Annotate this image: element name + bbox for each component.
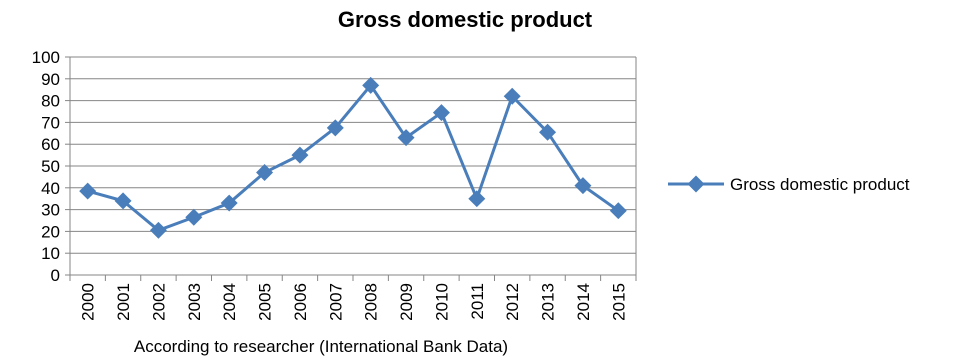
data-point — [574, 177, 592, 195]
x-tick-label: 2003 — [185, 283, 204, 321]
x-tick-label: 2000 — [79, 283, 98, 321]
gridlines — [70, 56, 636, 254]
series-group — [79, 76, 627, 239]
y-tick-label: 10 — [41, 244, 60, 263]
y-tick-label: 0 — [51, 266, 60, 285]
x-tick-label: 2015 — [609, 283, 628, 321]
x-axis-ticks: 2000 2001 2002 2003 2004 2005 2006 2007 2008 2009… — [69, 275, 637, 321]
series-line — [87, 83, 620, 232]
data-point — [185, 208, 203, 226]
x-tick-label: 2001 — [114, 283, 133, 321]
data-point — [468, 190, 486, 208]
y-tick-label: 80 — [41, 92, 60, 111]
x-tick-label: 2010 — [432, 283, 451, 321]
data-point — [503, 87, 521, 105]
x-tick-label: 2007 — [326, 283, 345, 321]
x-tick-label: 2013 — [539, 283, 558, 321]
data-point — [291, 146, 309, 164]
x-tick-label: 2005 — [256, 283, 275, 321]
data-point — [397, 129, 415, 147]
x-tick-label: 2012 — [503, 283, 522, 321]
data-point — [149, 221, 167, 239]
y-tick-label: 30 — [41, 201, 60, 220]
data-point — [114, 192, 132, 210]
y-tick-label: 20 — [41, 222, 60, 241]
legend: Gross domestic product — [668, 175, 910, 194]
legend-marker-icon — [687, 175, 705, 193]
x-tick-label: 2004 — [220, 283, 239, 321]
x-tick-label: 2011 — [468, 283, 487, 320]
y-tick-label: 40 — [41, 179, 60, 198]
chart-title: Gross domestic product — [338, 7, 593, 32]
data-point — [220, 194, 238, 212]
data-point — [256, 164, 274, 182]
x-tick-label: 2009 — [397, 283, 416, 321]
data-point — [362, 76, 380, 94]
data-point — [432, 104, 450, 122]
y-tick-label: 60 — [41, 135, 60, 154]
y-tick-label: 50 — [41, 157, 60, 176]
x-tick-label: 2014 — [574, 283, 593, 321]
data-point — [326, 119, 344, 137]
y-tick-label: 70 — [41, 113, 60, 132]
x-tick-label: 2002 — [149, 283, 168, 321]
y-tick-label: 90 — [41, 70, 60, 89]
data-point — [79, 182, 97, 200]
x-tick-label: 2006 — [291, 283, 310, 321]
data-point — [609, 202, 627, 220]
legend-label: Gross domestic product — [730, 175, 910, 194]
x-axis-label: According to researcher (International B… — [134, 337, 508, 356]
x-tick-label: 2008 — [362, 283, 381, 321]
y-tick-label: 100 — [32, 48, 60, 67]
y-axis-ticks: 0 10 20 30 40 50 60 70 80 90 100 — [32, 48, 70, 285]
